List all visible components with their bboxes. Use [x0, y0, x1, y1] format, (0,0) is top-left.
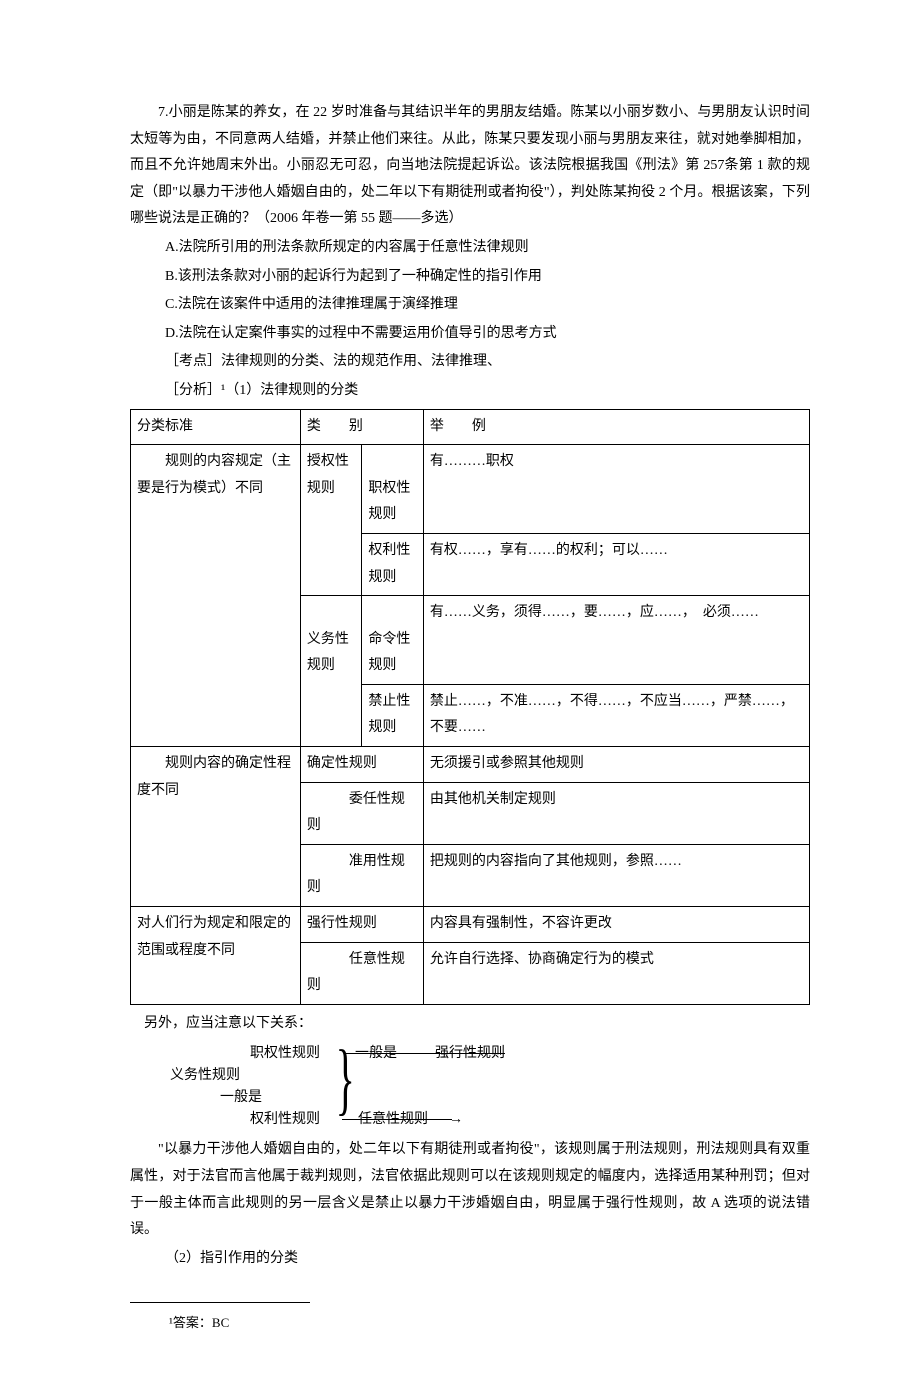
table-row: 规则的内容规定（主要是行为模式）不同 授权性规则 职权性规则 有………职权	[131, 445, 810, 534]
arrow-head-icon: →	[449, 1107, 463, 1134]
option-d: D.法院在认定案件事实的过程中不需要运用价值导引的思考方式	[130, 321, 810, 348]
rules-table: 分类标准 类 别 举 例 规则的内容规定（主要是行为模式）不同 授权性规则 职权…	[130, 409, 810, 1005]
g1-ex2: 有权……，享有……的权利；可以……	[423, 533, 809, 595]
g3-std: 对人们行为规定和限定的范围或程度不同	[131, 907, 301, 1005]
header-example: 举 例	[423, 409, 809, 445]
header-type: 类 别	[300, 409, 423, 445]
g2-ex2: 由其他机关制定规则	[423, 782, 809, 844]
analysis-p1: "以暴力干涉他人婚姻自由的，处二年以下有期徒刑或者拘役"，该规则属于刑法规则，刑…	[130, 1137, 810, 1243]
g2-ex3: 把规则的内容指向了其他规则，参照……	[423, 844, 809, 906]
option-c: C.法院在该案件中适用的法律推理属于演绎推理	[130, 292, 810, 319]
rel-intro: 另外，应当注意以下关系：	[130, 1011, 810, 1038]
question-stem: 7.小丽是陈某的养女，在 22 岁时准备与其结识半年的男朋友结婚。陈某以小丽岁数…	[130, 100, 810, 233]
g1-ex4: 禁止……，不准……，不得……，不应当……，严禁……，不要……	[423, 684, 809, 746]
relation-diagram: 职权性规则 义务性规则 一般是 权利性规则 } 一般是 强行性规则 任意性规则 …	[130, 1041, 810, 1129]
rel-renyi: 任意性规则	[358, 1107, 428, 1134]
g3-ex1: 内容具有强制性，不容许更改	[423, 907, 809, 943]
header-std: 分类标准	[131, 409, 301, 445]
g3-ex2: 允许自行选择、协商确定行为的模式	[423, 942, 809, 1004]
g1-yiwu: 义务性规则	[300, 596, 362, 747]
g1-quanli: 权利性规则	[362, 533, 424, 595]
g2-queding: 确定性规则	[300, 747, 423, 783]
option-a: A.法院所引用的刑法条款所规定的内容属于任意性法律规则	[130, 235, 810, 262]
g3-qiangxing: 强行性规则	[300, 907, 423, 943]
g1-mingling: 命令性规则	[362, 596, 424, 685]
g2-ex1: 无须援引或参照其他规则	[423, 747, 809, 783]
g3-renyi: 任意性规则	[300, 942, 423, 1004]
rel-yibanshi2: 一般是	[355, 1041, 397, 1068]
g1-auth: 授权性规则	[300, 445, 362, 596]
table-row: 规则内容的确定性程度不同 确定性规则 无须援引或参照其他规则	[131, 747, 810, 783]
arrow-line-1	[345, 1053, 435, 1054]
g1-ex1: 有………职权	[423, 445, 809, 534]
table-row: 对人们行为规定和限定的范围或程度不同 强行性规则 内容具有强制性，不容许更改	[131, 907, 810, 943]
g2-weiren: 委任性规则	[300, 782, 423, 844]
analysis-p2: （2）指引作用的分类	[130, 1246, 810, 1273]
g2-std: 规则内容的确定性程度不同	[131, 747, 301, 907]
kaodian: ［考点］法律规则的分类、法的规范作用、法律推理、	[130, 349, 810, 376]
fenxi-head: ［分析］¹（1）法律规则的分类	[130, 378, 810, 405]
footnote: ¹答案：BC	[130, 1311, 810, 1336]
rel-zhiquan: 职权性规则	[250, 1041, 320, 1068]
g1-std: 规则的内容规定（主要是行为模式）不同	[131, 445, 301, 747]
g1-zhiquan: 职权性规则	[362, 445, 424, 534]
rel-quanli: 权利性规则	[250, 1107, 320, 1134]
table-header-row: 分类标准 类 别 举 例	[131, 409, 810, 445]
brace-icon: }	[336, 1039, 355, 1119]
footnote-divider	[130, 1302, 310, 1303]
rel-qiangxing: 强行性规则	[435, 1041, 505, 1068]
g1-ex3: 有……义务，须得……，要……，应……， 必须……	[423, 596, 809, 685]
g1-jinzhi: 禁止性规则	[362, 684, 424, 746]
g2-zhunyong: 准用性规则	[300, 844, 423, 906]
option-b: B.该刑法条款对小丽的起诉行为起到了一种确定性的指引作用	[130, 264, 810, 291]
